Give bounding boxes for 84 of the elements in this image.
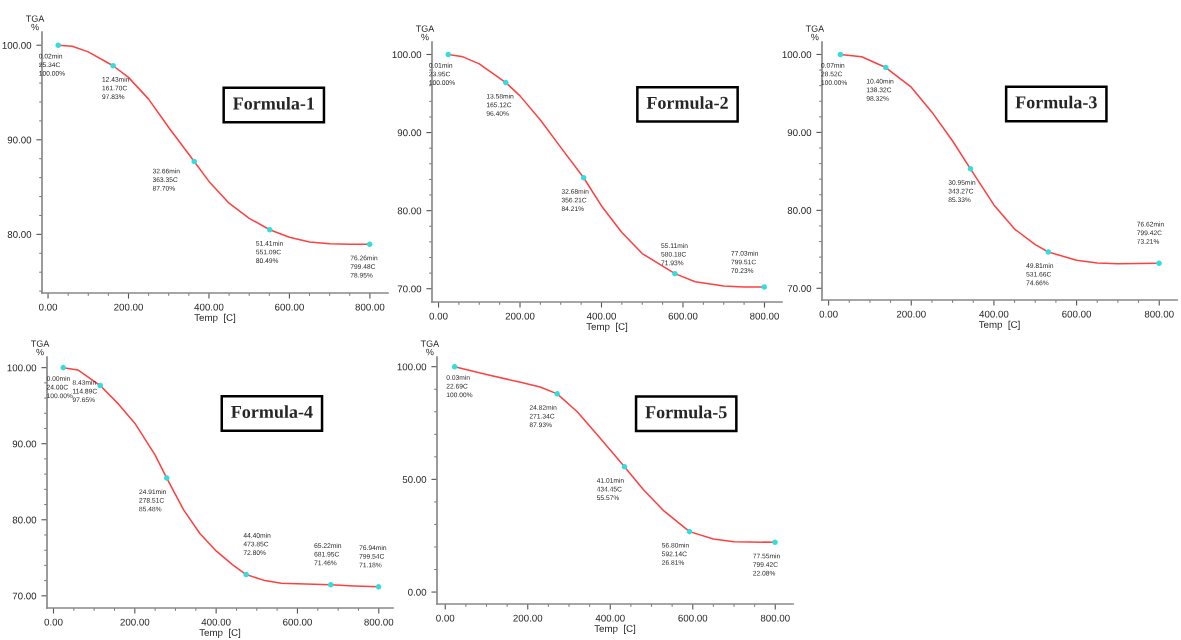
point [366,241,373,248]
x-tick-label: 800.00 [750,312,779,320]
y-tick-label: 100.00 [392,51,422,59]
point [375,584,382,590]
point [191,158,197,165]
point [110,62,116,69]
text: Formula-1 [233,96,315,110]
x-tick-label: 200.00 [505,312,535,320]
text: Formula-3 [1015,95,1097,109]
y-tick-label: 100.00 [782,51,812,59]
point [445,51,452,58]
point [163,475,170,481]
x-tick-label: 600.00 [678,614,708,622]
x-tick-label: 400.00 [201,618,231,626]
x-tick-label: 800.00 [1144,310,1174,318]
x-tick-label: 600.00 [283,618,312,626]
x-tick-label: 0.00 [429,312,448,320]
x-tick-label: 0.00 [436,614,455,622]
x-tick-label: 0.00 [38,303,58,311]
y-axis-title: TGA % [26,15,45,31]
y-tick-label: 80.00 [12,516,37,524]
y-axis-title: TGA % [415,25,435,41]
text: Formula-4 [231,405,313,419]
point [55,42,62,49]
y-tick-label: 90.00 [7,136,32,144]
point [772,539,778,546]
y-tick-label: 90.00 [397,129,422,137]
point [967,166,974,172]
y-tick-label: 70.00 [12,592,37,600]
x-tick-label: 200.00 [114,303,143,311]
x-tick-label: 600.00 [668,312,698,320]
x-tick-label: 400.00 [194,303,224,311]
x-axis-title: Temp [C] [199,628,241,638]
point [451,363,458,370]
point [837,51,844,58]
x-tick-label: 0.00 [44,618,63,626]
y-tick-label: 50.00 [402,476,427,483]
x-tick-label: 200.00 [120,618,150,626]
x-tick-label: 200.00 [896,310,926,318]
point [1156,260,1162,267]
y-tick-label: 100.00 [397,363,427,371]
x-tick-label: 400.00 [586,312,616,320]
y-tick-label: 100.00 [7,364,37,372]
point [327,581,334,588]
x-tick-label: 200.00 [513,614,543,622]
x-tick-label: 800.00 [364,618,394,626]
y-tick-label: 100.00 [2,41,32,49]
point [580,175,587,181]
text: Formula-5 [645,405,727,419]
y-tick-label: 70.00 [397,285,422,293]
point [1045,249,1052,255]
y-tick-label: 70.00 [787,285,812,292]
x-tick-label: 800.00 [760,614,790,622]
y-tick-label: 80.00 [787,207,812,214]
x-tick-label: 600.00 [1062,310,1092,318]
y-axis-title: TGA % [420,340,440,356]
point [761,284,768,290]
x-axis-title: Temp [C] [594,624,636,634]
point [672,270,678,277]
x-axis-title: Temp [C] [586,322,628,332]
y-axis-title: TGA % [31,340,50,356]
point [883,64,889,71]
point [243,571,249,578]
point [266,226,273,233]
x-tick-label: 600.00 [275,303,304,311]
y-tick-label: 90.00 [787,129,812,137]
point [554,391,560,397]
x-axis-title: Temp [C] [978,320,1020,330]
x-tick-label: 800.00 [355,303,385,311]
point [60,364,67,371]
point [97,382,103,389]
point [621,464,628,470]
point [686,528,693,535]
point [503,79,509,86]
x-tick-label: 400.00 [595,614,625,622]
x-axis-title: Temp [C] [194,313,236,323]
x-tick-label: 400.00 [979,310,1009,318]
y-tick-label: 80.00 [397,207,422,215]
y-tick-label: 90.00 [12,440,37,448]
y-axis-title: TGA % [805,25,825,41]
x-tick-label: 0.00 [819,310,838,318]
y-tick-label: 0.00 [408,588,427,596]
text: Formula-2 [646,96,728,109]
y-tick-label: 80.00 [7,231,32,238]
